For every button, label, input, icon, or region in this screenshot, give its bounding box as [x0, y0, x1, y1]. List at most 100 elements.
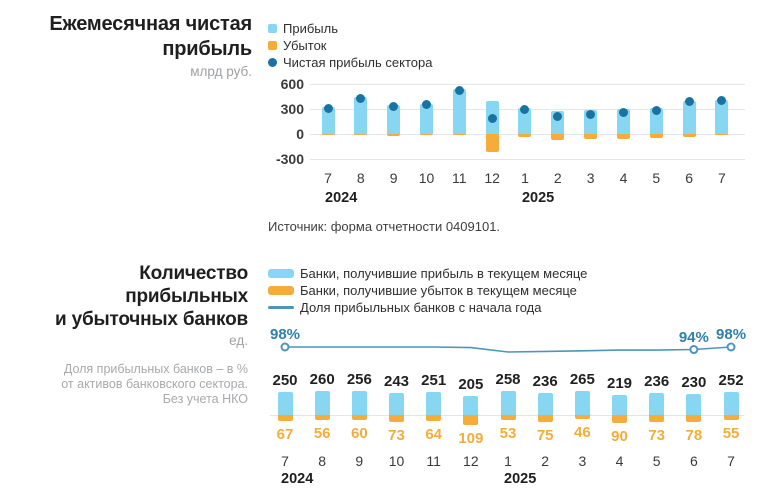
share-pct-label: 94% — [678, 328, 709, 346]
share-pct-label: 98% — [269, 326, 301, 343]
loss-banks-bar — [537, 415, 553, 422]
net-profit-dot — [520, 105, 530, 115]
profitable-count-label: 230 — [681, 373, 707, 391]
legend-item-net: Чистая прибыль сектора — [268, 54, 432, 71]
share-line — [285, 346, 732, 353]
month-label: 6 — [689, 453, 698, 469]
y-tick-label: 600 — [280, 76, 304, 92]
y-tick-label: 300 — [280, 101, 304, 117]
y-tick-label: 0 — [296, 126, 304, 142]
loss-count-label: 90 — [611, 428, 628, 446]
profitable-count-label: 252 — [718, 371, 744, 389]
loss-banks-bar — [500, 415, 516, 420]
month-label: 8 — [318, 453, 327, 469]
profitable-banks-bar — [463, 396, 479, 415]
top-legend: Прибыль Убыток Чистая прибыль сектора — [268, 20, 432, 71]
profitable-count-label: 260 — [309, 371, 335, 389]
profitable-count-label: 265 — [569, 370, 595, 388]
profit-bar — [452, 89, 466, 134]
top-chart-title: Ежемесячная чистая прибыль — [49, 13, 252, 60]
gridline — [310, 159, 745, 160]
profitable-banks-bar — [389, 392, 404, 415]
legend-label-loss-banks: Банки, получившие убыток в текущем месяц… — [300, 283, 577, 298]
loss-banks-bar — [389, 415, 404, 422]
legend-label-net: Чистая прибыль сектора — [283, 55, 433, 70]
top-chart-y-axis: 600 300 0 -300 — [260, 76, 304, 175]
profitable-banks-bar — [537, 393, 553, 415]
profitable-count-label: 219 — [607, 374, 633, 392]
top-chart-unit: млрд руб. — [190, 64, 252, 79]
profitable-count-label: 256 — [346, 371, 372, 389]
month-label: 5 — [652, 170, 661, 186]
profitable-banks-bar — [686, 393, 702, 415]
loss-bar — [682, 134, 696, 137]
month-label: 12 — [484, 170, 500, 186]
loss-count-label: 60 — [350, 425, 368, 443]
legend-label-profitable-banks: Банки, получившие прибыль в текущем меся… — [300, 266, 588, 281]
share-line-chart — [280, 342, 736, 355]
loss-count-label: 64 — [425, 425, 443, 443]
y-tick-label: -300 — [275, 151, 304, 167]
loss-count-label: 56 — [313, 425, 331, 443]
loss-banks-bar — [649, 415, 665, 422]
legend-label-share-line: Доля прибыльных банков с начала года — [300, 300, 542, 315]
bottom-legend: Банки, получившие прибыль в текущем меся… — [268, 265, 587, 316]
profit-bar — [682, 100, 696, 134]
loss-bar — [419, 134, 433, 136]
loss-count-label: 109 — [458, 429, 484, 447]
profitable-banks-bar — [723, 391, 739, 415]
profitable-banks-bar — [426, 391, 442, 415]
loss-bar — [649, 134, 663, 138]
net-profit-dot — [454, 86, 464, 96]
loss-banks-bar — [314, 415, 330, 421]
profit-swatch-icon — [268, 24, 277, 33]
net-dot-swatch-icon — [268, 58, 277, 67]
net-profit-dot — [323, 104, 333, 114]
monthly-net-profit-chart: 7 8 9 10 11 12 1 2 3 4 5 6 7 2024 2025 — [310, 80, 758, 210]
net-profit-dot — [553, 111, 563, 121]
loss-bar — [485, 134, 499, 152]
loss-count-label: 67 — [276, 426, 294, 444]
share-line-marker-icon — [280, 342, 290, 352]
legend-item-profit: Прибыль — [268, 20, 432, 37]
legend-item-share-line: Доля прибыльных банков с начала года — [268, 299, 587, 316]
profit-bar — [715, 100, 729, 134]
loss-banks-swatch-icon — [268, 286, 294, 295]
loss-banks-bar — [277, 415, 293, 422]
legend-item-loss-banks: Банки, получившие убыток в текущем месяц… — [268, 282, 587, 299]
profit-bar — [354, 97, 368, 134]
loss-bar — [616, 134, 630, 139]
profitable-count-label: 236 — [644, 373, 670, 391]
month-label: 9 — [355, 453, 364, 469]
share-line-swatch-icon — [268, 306, 294, 309]
loss-bar — [518, 134, 532, 137]
month-label: 10 — [388, 453, 405, 469]
gridline — [310, 84, 745, 85]
loss-banks-bar — [463, 415, 479, 425]
month-label: 7 — [718, 170, 726, 186]
profitable-banks-bar — [314, 391, 330, 415]
share-pct-label: 98% — [716, 326, 747, 343]
profit-bar — [518, 108, 532, 134]
profitable-count-label: 236 — [532, 373, 558, 391]
legend-item-loss: Убыток — [268, 37, 432, 54]
month-label: 2 — [553, 170, 562, 186]
profitable-count-label: 243 — [383, 372, 410, 390]
loss-bar — [387, 134, 401, 137]
loss-count-label: 75 — [536, 426, 554, 444]
month-label: 1 — [504, 453, 512, 469]
profitable-banks-bar — [649, 393, 665, 415]
month-label: 4 — [619, 170, 628, 186]
share-line-marker-icon — [726, 342, 736, 352]
net-profit-dot — [487, 113, 497, 123]
loss-banks-bar — [574, 415, 590, 420]
month-label: 7 — [727, 453, 735, 469]
month-label: 2 — [541, 453, 550, 469]
net-profit-dot — [389, 101, 399, 111]
loss-count-label: 53 — [499, 424, 517, 442]
legend-label-loss: Убыток — [283, 38, 327, 53]
net-profit-dot — [586, 109, 596, 119]
year-label: 2025 — [521, 190, 555, 206]
loss-bar — [354, 134, 368, 135]
month-label: 11 — [452, 170, 467, 186]
